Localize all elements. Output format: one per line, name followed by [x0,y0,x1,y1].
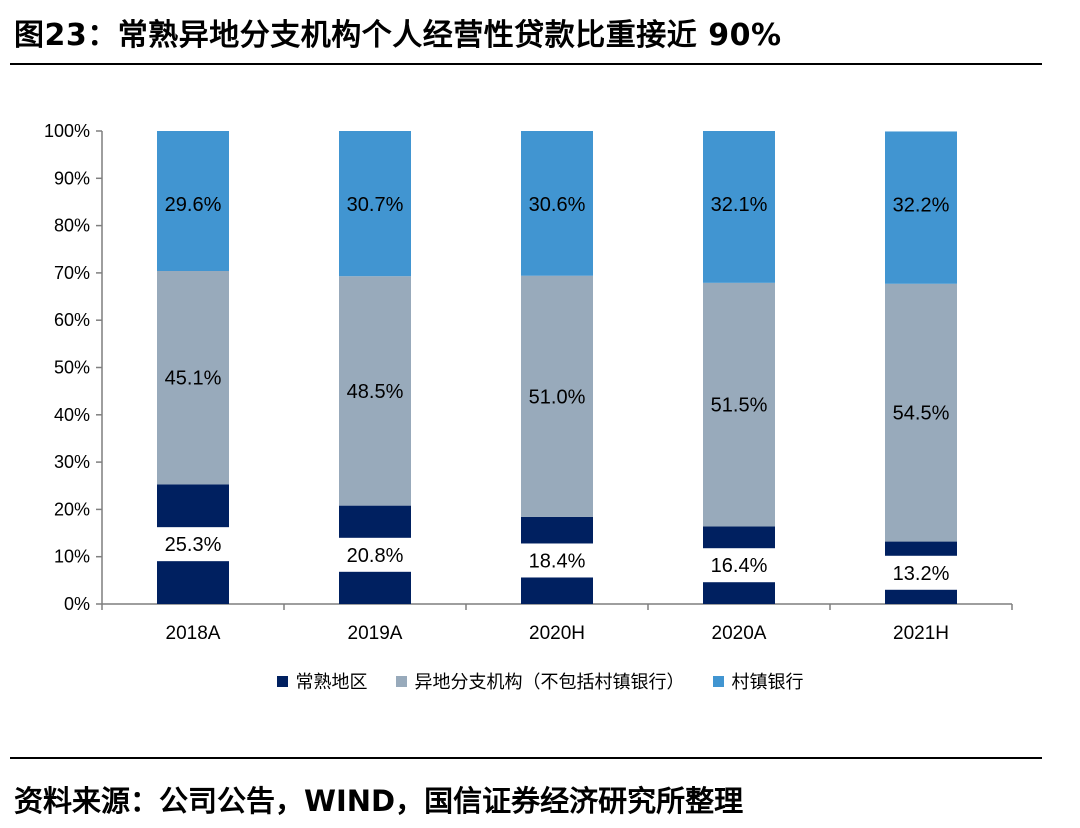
y-tick-label: 60% [54,310,90,330]
source-rule [10,757,1042,759]
data-label-branch: 45.1% [165,368,222,390]
y-tick-label: 40% [54,405,90,425]
data-label-branch: 54.5% [893,403,950,425]
y-tick-label: 90% [54,168,90,188]
legend-label-village: 村镇银行 [731,672,804,693]
y-tick-label: 20% [54,499,90,519]
legend-item-local: 常熟地区 [276,668,368,694]
bar-segment-village [521,131,593,276]
title-rule [10,63,1042,65]
bar-segment-village [157,131,229,272]
legend-label-branch: 异地分支机构（不包括村镇银行） [414,672,685,693]
bar-segment-village [885,131,957,284]
data-label-background [884,555,958,590]
legend-swatch-village [712,675,724,687]
x-category-label: 2018A [166,623,221,644]
bar-segment-village [703,131,775,283]
bar-segment-village [339,131,411,277]
data-label-background [338,537,412,572]
chart-legend: 常熟地区 异地分支机构（不包括村镇银行） 村镇银行 [0,668,1080,694]
data-label-village: 30.6% [529,194,586,216]
x-category-label: 2019A [348,623,403,644]
data-label-village: 32.2% [893,194,950,216]
legend-item-village: 村镇银行 [712,668,804,694]
bar-segment-branch [885,283,957,542]
x-category-label: 2020H [529,623,585,644]
legend-label-local: 常熟地区 [295,672,368,693]
data-label-branch: 51.0% [529,386,586,408]
data-label-village: 29.6% [165,194,222,216]
y-tick-label: 50% [54,358,90,378]
y-tick-label: 80% [54,216,90,236]
figure-title: 图23：常熟异地分支机构个人经营性贷款比重接近 90% [14,18,782,53]
y-tick-label: 30% [54,452,90,472]
data-label-background [156,527,230,562]
stacked-bar-chart: 0% 10% 20% 30% 40% 50% 60% 70% 80% 90% 100% 25.3% 45… [44,121,1013,644]
data-label-local: 13.2% [893,563,950,585]
x-category-label: 2020A [712,623,767,644]
y-tick-label: 10% [54,547,90,567]
data-label-local: 18.4% [529,550,586,572]
x-category-label: 2021H [893,623,949,644]
data-label-local: 20.8% [347,545,404,567]
y-tick-label: 100% [44,121,90,141]
bar-segment-branch [157,271,229,485]
bar-segment-branch [521,275,593,517]
data-label-village: 30.7% [347,194,404,216]
bar-segment-branch [339,276,411,506]
data-label-background [702,548,776,583]
source-note: 资料来源：公司公告，WIND，国信证券经济研究所整理 [14,784,744,818]
y-tick-label: 0% [64,594,90,614]
data-label-local: 16.4% [711,555,768,577]
data-label-village: 32.1% [711,194,768,216]
bar-segment-branch [703,282,775,527]
data-label-branch: 48.5% [347,381,404,403]
legend-swatch-local [276,675,288,687]
legend-swatch-branch [395,675,407,687]
y-tick-label: 70% [54,263,90,283]
data-label-branch: 51.5% [711,395,768,417]
legend-item-branch: 异地分支机构（不包括村镇银行） [395,668,685,694]
data-label-local: 25.3% [165,534,222,556]
data-label-background [520,543,594,578]
